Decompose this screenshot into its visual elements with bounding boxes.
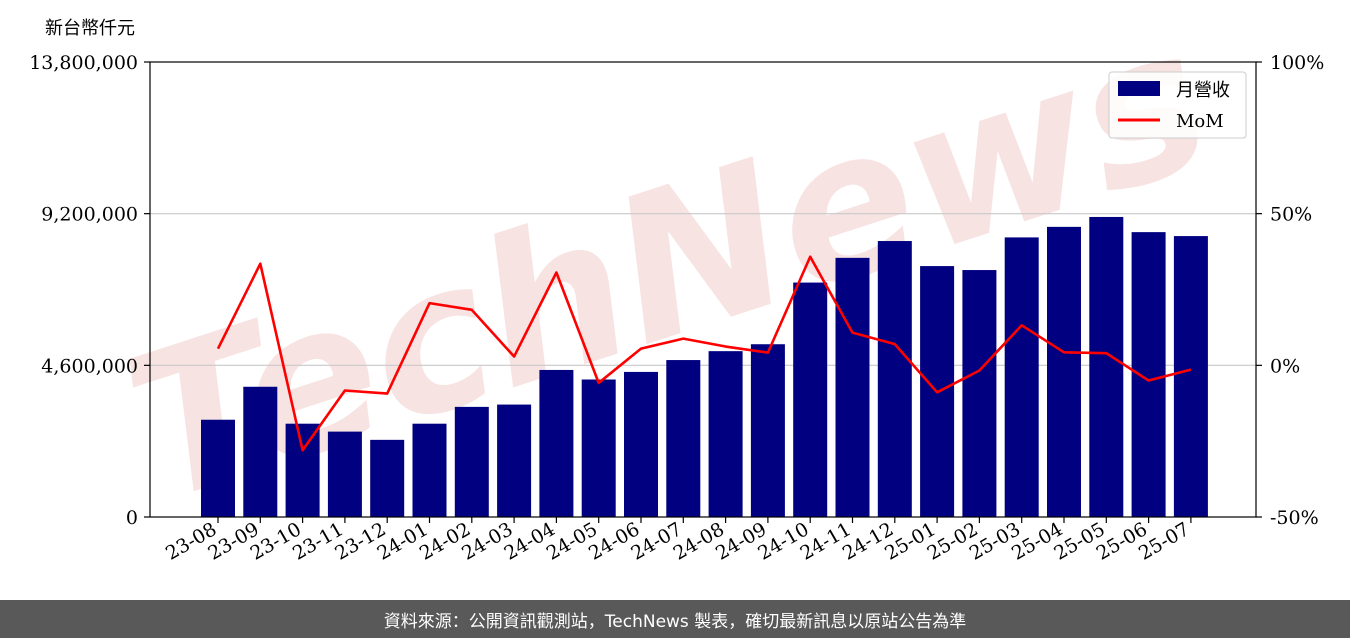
legend-label-revenue: 月營收 [1176,80,1230,101]
legend-label-mom: MoM [1176,111,1224,132]
bar-25-07 [1173,236,1208,517]
legend: 月營收 MoM [1108,71,1247,139]
y-axis-right: -50% 0% 50% 100% [1256,52,1324,529]
bar-25-04 [1047,226,1081,517]
bar-24-09 [750,344,785,517]
bar-series [201,216,1208,518]
legend-swatch-revenue [1118,81,1160,96]
y-axis-unit-label: 新台幣仟元 [45,18,135,39]
bar-23-11 [327,431,362,517]
bar-23-10 [285,423,320,517]
bar-24-02 [454,406,489,517]
bar-24-08 [708,351,743,517]
bar-25-05 [1089,216,1124,517]
bar-23-09 [243,386,278,517]
mom-line-series [216,255,1192,452]
y-right-tick-label-3: 100% [1270,52,1324,74]
bar-25-02 [962,270,997,517]
bar-25-03 [1004,237,1039,517]
y-left-tick-label-2: 9,200,000 [41,204,138,226]
y-left-tick-label-0: 0 [126,507,138,529]
footer-text: 資料來源：公開資訊觀測站，TechNews 製表，確切最新訊息以原站公告為準 [383,611,967,632]
mom-line [216,255,1192,452]
y-right-tick-label-2: 50% [1270,204,1312,226]
bar-24-03 [497,404,532,517]
bar-24-11 [835,257,870,517]
bar-23-12 [370,439,405,517]
bar-23-08 [201,419,235,517]
bar-24-01 [412,423,447,517]
bar-24-12 [877,241,912,518]
plot-frame [149,61,1257,518]
bar-24-04 [539,369,574,517]
bar-24-06 [624,371,658,517]
footer-source-note: 資料來源：公開資訊觀測站，TechNews 製表，確切最新訊息以原站公告為準 [0,600,1350,638]
x-axis: 23-0823-0923-1023-1123-1224-0124-0224-03… [162,517,1193,565]
y-left-tick-label-1: 4,600,000 [41,355,138,377]
bar-24-05 [581,379,616,517]
y-axis-left: 0 4,600,000 9,200,000 13,800,000 [29,52,150,529]
y-left-tick-label-3: 13,800,000 [29,52,138,74]
y-right-tick-label-0: -50% [1270,507,1319,529]
y-right-tick-label-1: 0% [1270,355,1300,377]
bar-24-07 [666,360,701,517]
bar-24-10 [793,282,828,517]
bar-25-06 [1131,232,1166,517]
